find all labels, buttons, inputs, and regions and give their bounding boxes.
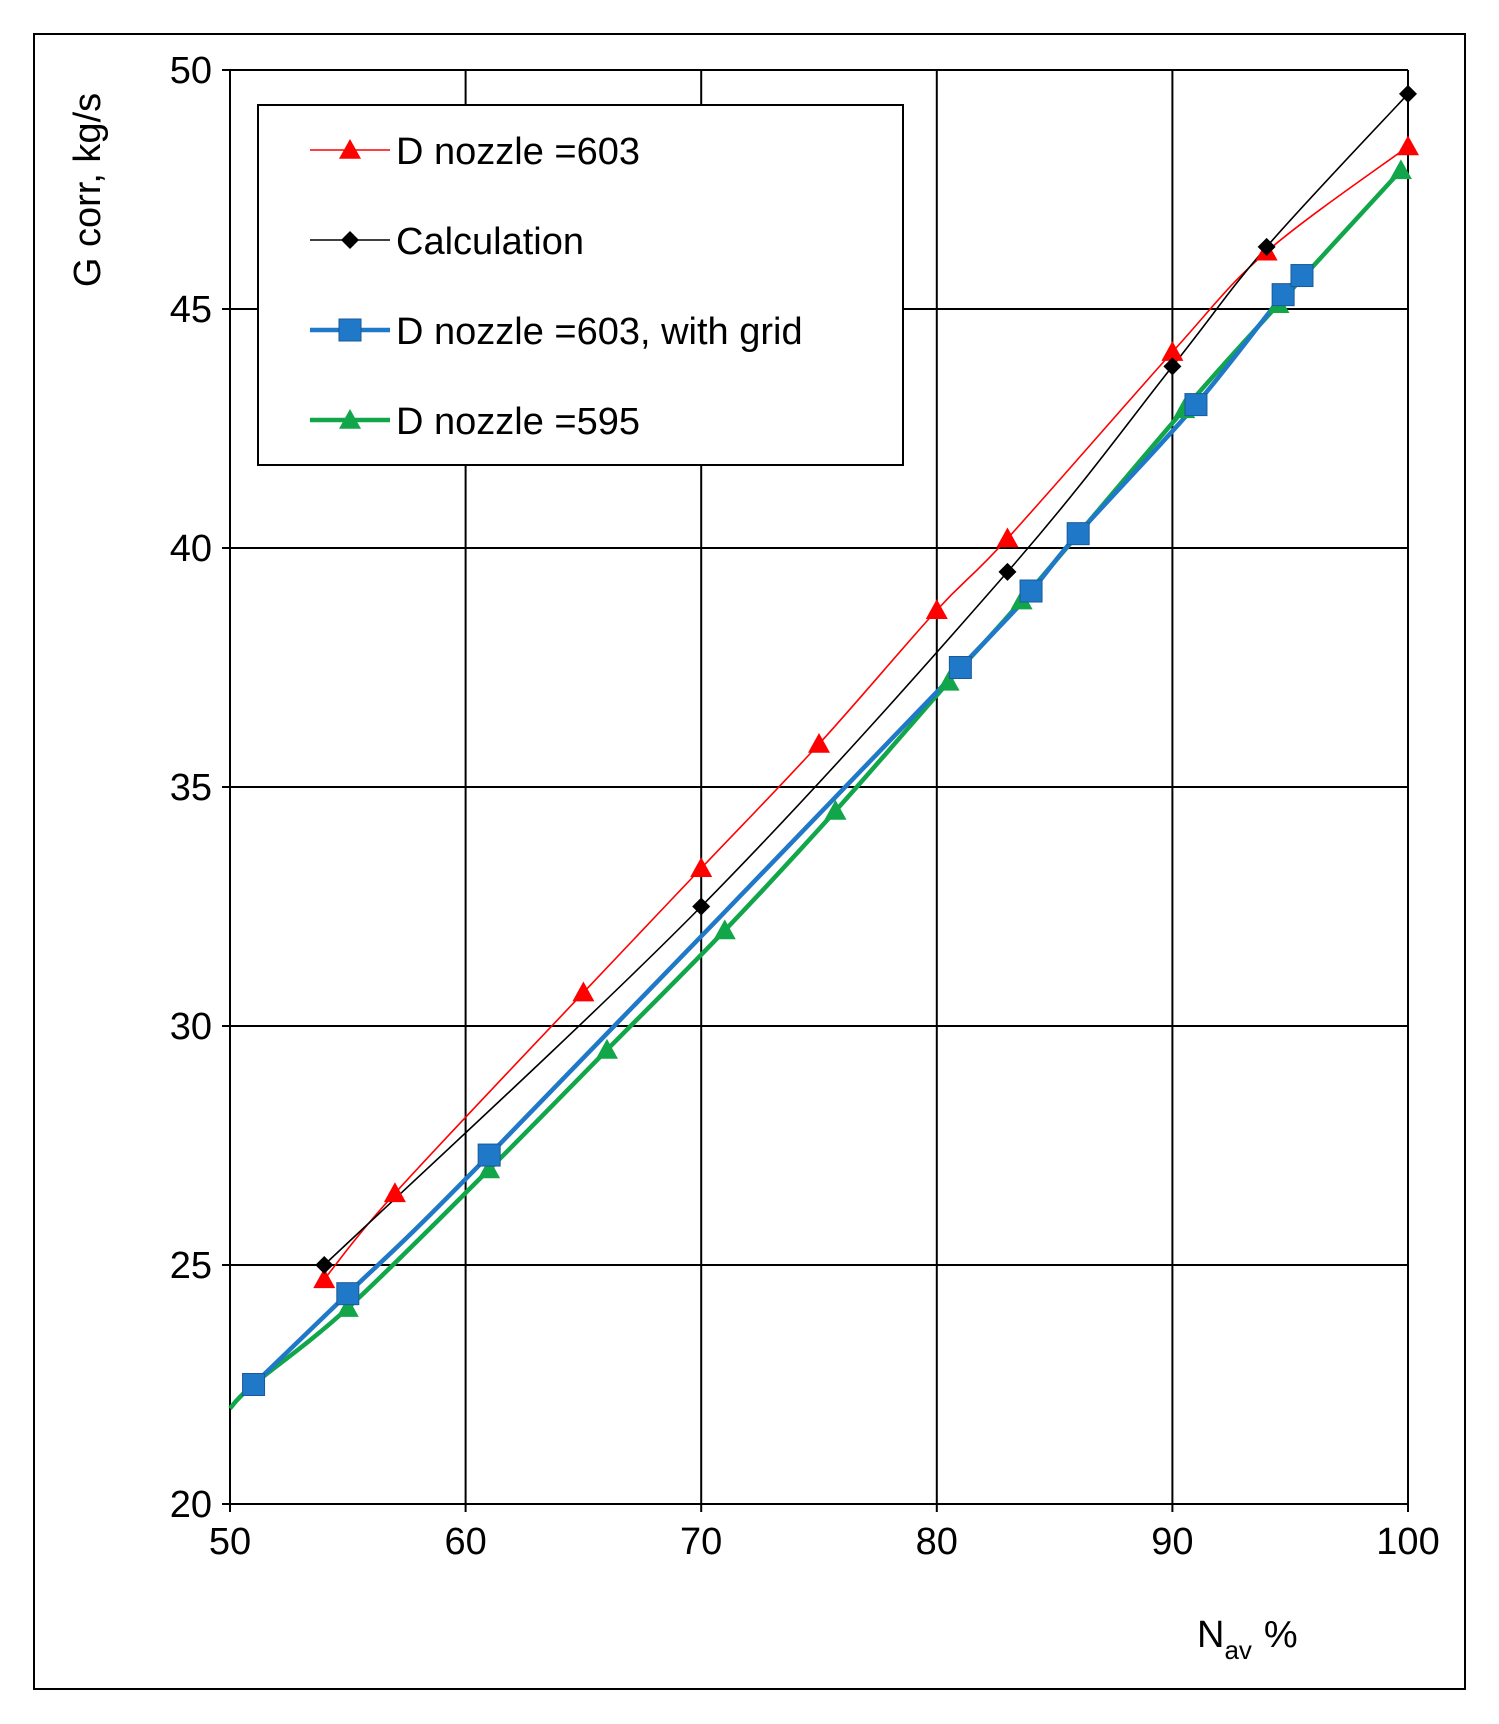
- legend-marker: [338, 318, 362, 342]
- data-point: [1161, 341, 1184, 361]
- x-axis-label-sub: av: [1224, 1635, 1251, 1665]
- data-point: [937, 670, 960, 691]
- series-line: [228, 168, 1403, 1410]
- data-point: [315, 1256, 334, 1274]
- data-point: [1163, 357, 1182, 376]
- legend-marker: [339, 139, 361, 159]
- legend-marker: [341, 231, 359, 249]
- legend-label: D nozzle =603, with grid: [396, 311, 803, 353]
- data-point: [690, 857, 713, 878]
- y-tick-label: 30: [170, 1006, 212, 1048]
- data-point: [1257, 237, 1276, 256]
- legend-label: D nozzle =603: [396, 131, 640, 173]
- x-tick-label: 90: [1151, 1521, 1193, 1563]
- data-point: [1397, 135, 1419, 156]
- data-point: [572, 981, 595, 1002]
- data-point: [1389, 159, 1412, 180]
- data-point: [595, 1038, 618, 1059]
- series-line: [251, 273, 1304, 1387]
- legend-label: Calculation: [396, 221, 584, 263]
- y-axis-ticks: 20 25 30 35 40 45 50: [170, 50, 230, 1526]
- data-point: [336, 1297, 359, 1317]
- data-point: [242, 1373, 266, 1396]
- data-point: [692, 897, 711, 916]
- data-point: [1271, 283, 1295, 307]
- data-point: [925, 599, 948, 619]
- legend-box: [257, 104, 904, 466]
- legend-marker: [339, 409, 361, 429]
- x-tick-label: 60: [444, 1521, 486, 1563]
- legend: D nozzle =603 Calculation D nozzle =603, w…: [257, 104, 904, 466]
- data-point: [808, 732, 830, 753]
- x-tick-label: 70: [680, 1521, 722, 1563]
- y-axis-label: G corr, kg/s: [67, 93, 109, 287]
- data-point: [713, 919, 736, 940]
- data-point: [313, 1268, 336, 1289]
- legend-label: D nozzle =595: [396, 401, 640, 443]
- data-point: [948, 656, 972, 679]
- data-point: [1019, 579, 1043, 603]
- data-point: [1399, 84, 1417, 103]
- data-point: [824, 799, 847, 820]
- series-markers: [242, 84, 1419, 1396]
- data-point: [336, 1282, 360, 1306]
- x-axis-label: Nav%: [1197, 1614, 1298, 1665]
- x-tick-label: 100: [1376, 1521, 1439, 1563]
- data-point: [1066, 522, 1090, 546]
- data-point: [478, 1158, 501, 1179]
- y-tick-label: 50: [170, 50, 212, 92]
- data-point: [998, 562, 1017, 581]
- data-point: [477, 1143, 501, 1167]
- data-point: [1290, 264, 1314, 288]
- series-line: [323, 145, 1409, 1280]
- chart-frame: [33, 33, 1466, 1690]
- y-tick-label: 40: [170, 528, 212, 570]
- data-point: [383, 1182, 406, 1203]
- y-tick-label: 25: [170, 1245, 212, 1287]
- x-axis-label-unit: %: [1264, 1614, 1298, 1656]
- y-tick-label: 20: [170, 1484, 212, 1526]
- x-tick-label: 50: [209, 1521, 251, 1563]
- y-tick-label: 45: [170, 289, 212, 331]
- x-axis-ticks: 50 60 70 80 90 100: [209, 1504, 1440, 1563]
- y-tick-label: 35: [170, 767, 212, 809]
- data-point: [996, 527, 1019, 548]
- x-tick-label: 80: [916, 1521, 958, 1563]
- data-point: [1184, 393, 1208, 417]
- x-axis-label-main: N: [1197, 1614, 1224, 1656]
